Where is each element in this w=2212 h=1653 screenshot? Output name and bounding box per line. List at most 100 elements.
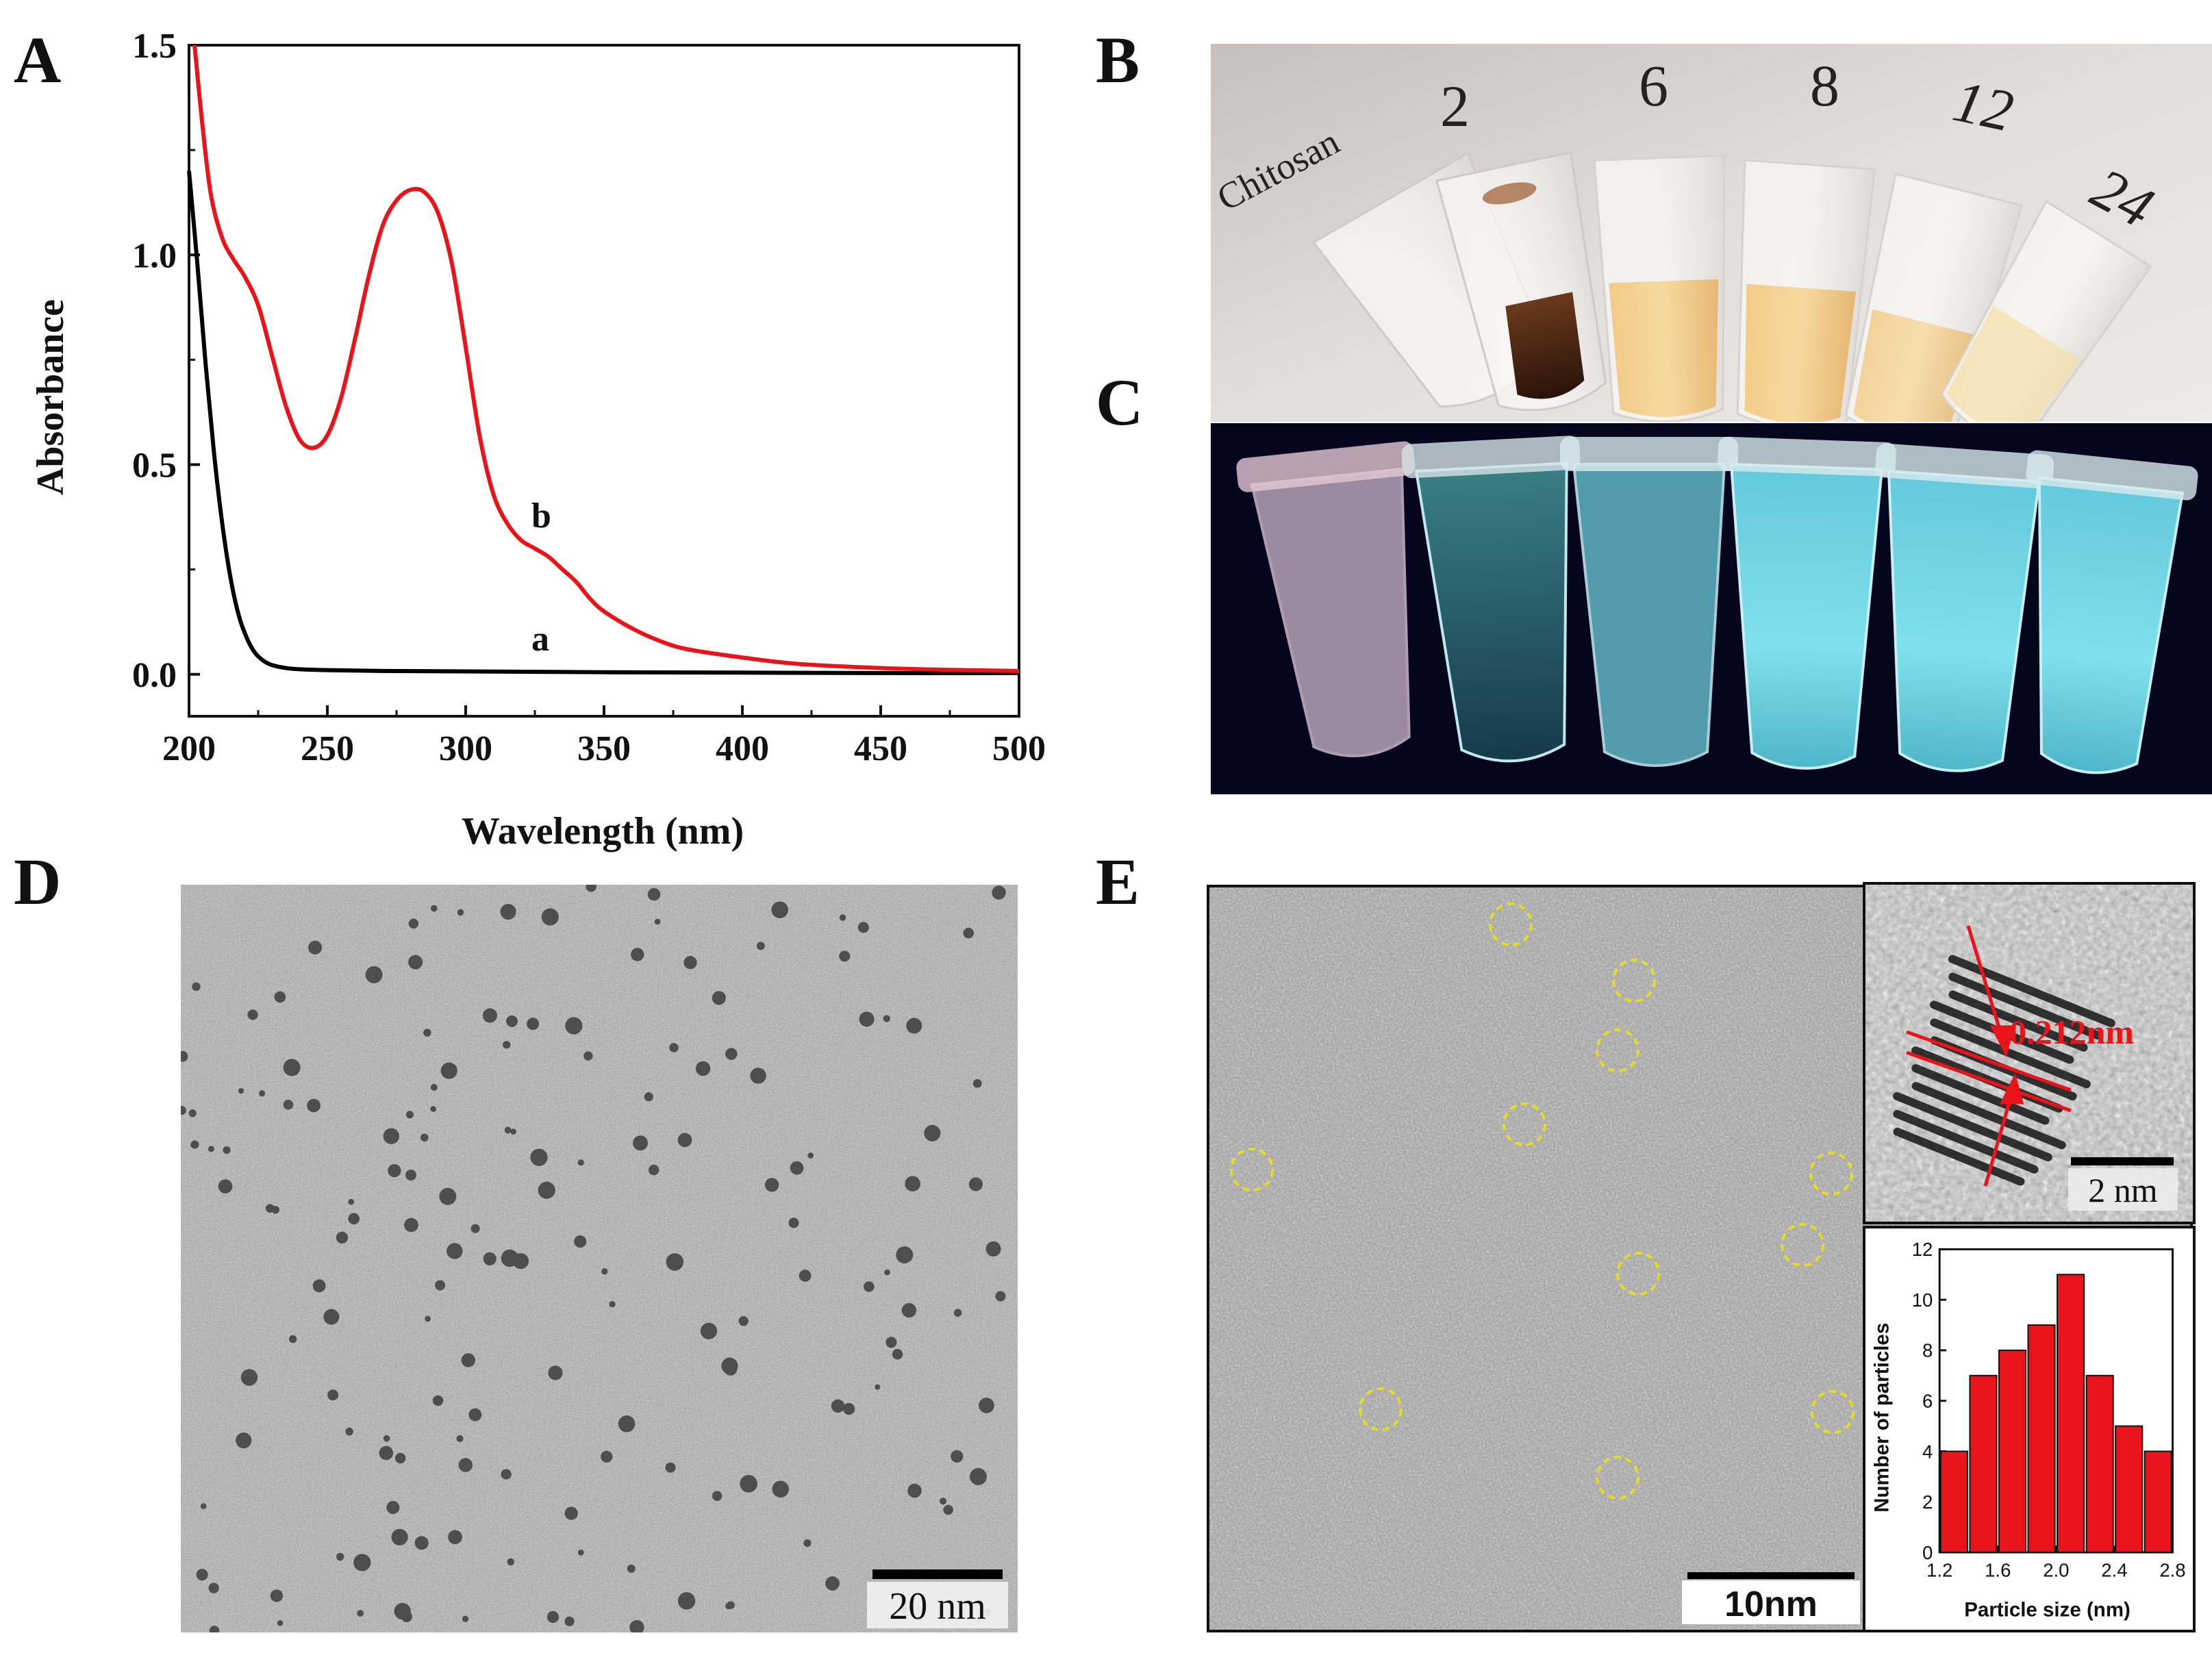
tube-label-6: 6 (1639, 53, 1668, 118)
nanoparticle (864, 1281, 875, 1292)
nanoparticle (238, 1087, 244, 1094)
nanoparticle (901, 1302, 917, 1318)
histogram-bar (2085, 1374, 2114, 1553)
nanoparticle (677, 1592, 696, 1610)
nanoparticle (939, 1498, 947, 1505)
tem-image-d: 20 nm (181, 885, 1018, 1632)
nanoparticle (790, 1161, 804, 1175)
nanoparticle (270, 1589, 284, 1602)
nanoparticle (209, 1626, 220, 1632)
lattice-fringe (1893, 1092, 2052, 1162)
nanoparticle (807, 1152, 814, 1159)
nanoparticle (259, 1090, 266, 1097)
panel-label-b: B (1096, 23, 1140, 97)
tube-8 (1736, 159, 1876, 422)
nanoparticle (348, 1198, 355, 1205)
nanoparticle (565, 1017, 583, 1035)
nanoparticle (383, 1435, 390, 1442)
nanoparticle (654, 918, 661, 925)
nanoparticle (627, 1564, 636, 1573)
nanoparticle (327, 1389, 339, 1401)
nanoparticle (448, 1530, 462, 1545)
nanoparticle (510, 1128, 516, 1135)
nanoparticle (738, 1316, 749, 1326)
nanoparticle (583, 1051, 593, 1061)
nanoparticle (649, 1164, 659, 1176)
nanoparticle (546, 1611, 560, 1624)
particle-highlight-circle (1596, 1029, 1639, 1072)
nanoparticle (842, 1402, 855, 1415)
nanoparticle (695, 1061, 711, 1076)
nanoparticle (208, 1582, 219, 1593)
hist-y-tick-label: 10 (1912, 1289, 1933, 1311)
curve-label-a: a (531, 620, 549, 659)
nanoparticle (423, 1029, 431, 1037)
particle-size-histogram: 1.2 1.6 2.0 2.4 2.8 0 2 4 6 8 10 12 Particle size (… (1863, 1226, 2196, 1632)
tube-label-2: 2 (1440, 73, 1470, 139)
uv-tube-8 (1718, 436, 1896, 770)
particle-highlight-circle (1809, 1152, 1853, 1196)
nanoparticle (631, 948, 644, 961)
nanoparticle (236, 1432, 252, 1449)
chart-series (187, 45, 1020, 675)
nanoparticle (985, 1241, 1001, 1257)
scalebar-label-e: 10nm (1724, 1585, 1818, 1624)
nanoparticle (435, 1280, 446, 1291)
nanoparticle (666, 1253, 684, 1271)
nanoparticle (357, 1610, 364, 1617)
nanoparticle (430, 1083, 438, 1091)
lattice-fringe (1911, 1064, 2050, 1125)
nanoparticle (669, 1043, 679, 1052)
nanoparticle (601, 1450, 613, 1463)
nanoparticle (440, 1062, 457, 1079)
x-tick-label: 300 (439, 729, 492, 768)
nanoparticle (181, 1050, 188, 1062)
particle-highlight-circle (1612, 959, 1656, 1002)
nanoparticle (803, 1539, 812, 1548)
nanoparticle (348, 1213, 360, 1225)
nanoparticle (247, 1009, 258, 1020)
hist-x-tick-label: 1.2 (1926, 1559, 1952, 1580)
nanoparticle (208, 1146, 214, 1152)
histogram-bar (2057, 1274, 2085, 1553)
nanoparticle (323, 1309, 340, 1325)
vials-photo-uv (1211, 423, 2212, 794)
particle-highlight-circle (1596, 1456, 1639, 1500)
scalebar-label-inset: 2 nm (2088, 1171, 2158, 1209)
panel-label-d: D (14, 845, 62, 918)
uv-tube-12 (1875, 443, 2054, 772)
nanoparticle (979, 1398, 994, 1413)
nanoparticle (756, 942, 765, 950)
nanoparticle (483, 1252, 497, 1265)
nanoparticle (458, 1458, 473, 1472)
nanoparticle (906, 1018, 922, 1034)
nanoparticle (644, 1092, 653, 1102)
y-tick-label: 0.5 (132, 446, 177, 485)
nanoparticle (859, 1011, 875, 1027)
lattice-spacing-label: 0.212nm (2009, 1013, 2134, 1051)
nanoparticle (365, 966, 383, 983)
nanoparticle (530, 1148, 548, 1166)
histogram-axes: 1.2 1.6 2.0 2.4 2.8 0 2 4 6 8 10 12 (1912, 1239, 2186, 1580)
nanoparticle (430, 1106, 436, 1112)
panel-label-e: E (1096, 845, 1140, 918)
nanoparticle (196, 1569, 208, 1581)
nanoparticle (799, 1270, 812, 1282)
nanoparticle (506, 1015, 518, 1027)
nanoparticle (439, 1187, 457, 1205)
nanoparticle (647, 887, 661, 901)
nanoparticle (538, 1181, 555, 1199)
nanoparticle (501, 1249, 519, 1267)
nanoparticle (896, 1246, 914, 1264)
histogram-bar (2144, 1450, 2172, 1553)
histogram-x-title: Particle size (nm) (1964, 1598, 2131, 1621)
lattice-inset: 0.212nm 2 nm (1863, 882, 2196, 1224)
x-tick-label: 250 (301, 729, 354, 768)
tube-6 (1593, 154, 1726, 422)
nanoparticle (677, 1133, 692, 1148)
histogram-bar (1969, 1374, 1998, 1553)
x-tick-label: 200 (162, 729, 216, 768)
nanoparticle (586, 885, 596, 892)
nanoparticle (405, 1169, 416, 1181)
hist-x-tick-label: 2.0 (2043, 1559, 2069, 1580)
